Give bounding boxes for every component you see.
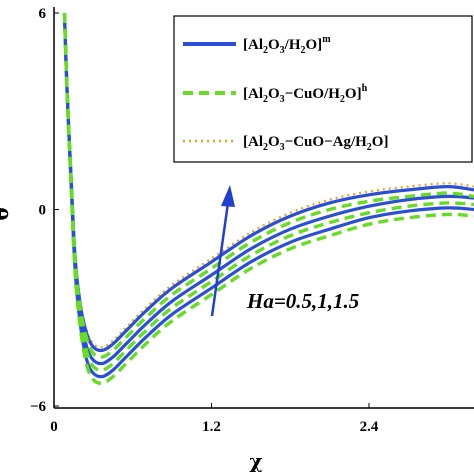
x-tick-label: 0 — [50, 419, 58, 435]
series-line-solid-3 — [62, 12, 474, 353]
legend: [Al2O3/H2O]m [Al2O3−CuO/H2O]h [Al2O3−CuO… — [173, 15, 473, 163]
trend-arrow — [210, 185, 235, 317]
x-axis-label: χ — [249, 449, 262, 473]
y-tick-label: −6 — [30, 399, 47, 415]
chart-lines — [62, 12, 474, 385]
x-tick-label: 2.4 — [360, 419, 379, 435]
y-tick-label: 6 — [39, 6, 47, 22]
y-tick-label: 0 — [39, 203, 47, 219]
legend-label-3: [Al2O3−CuO−Ag/H2O] — [243, 134, 388, 153]
series-line-dashed-3 — [62, 12, 474, 359]
y-axis-label: θ — [0, 207, 13, 220]
legend-label-1: [Al2O3/H2O]m — [243, 34, 331, 56]
legend-label-2: [Al2O3−CuO/H2O]h — [243, 83, 368, 105]
x-tick-label: 1.2 — [202, 419, 221, 435]
axis-ticks: 0 1.2 2.460−6 — [30, 6, 379, 435]
legend-box — [173, 15, 473, 163]
annotation-ha: Ha=0.5,1,1.5 — [246, 289, 359, 313]
